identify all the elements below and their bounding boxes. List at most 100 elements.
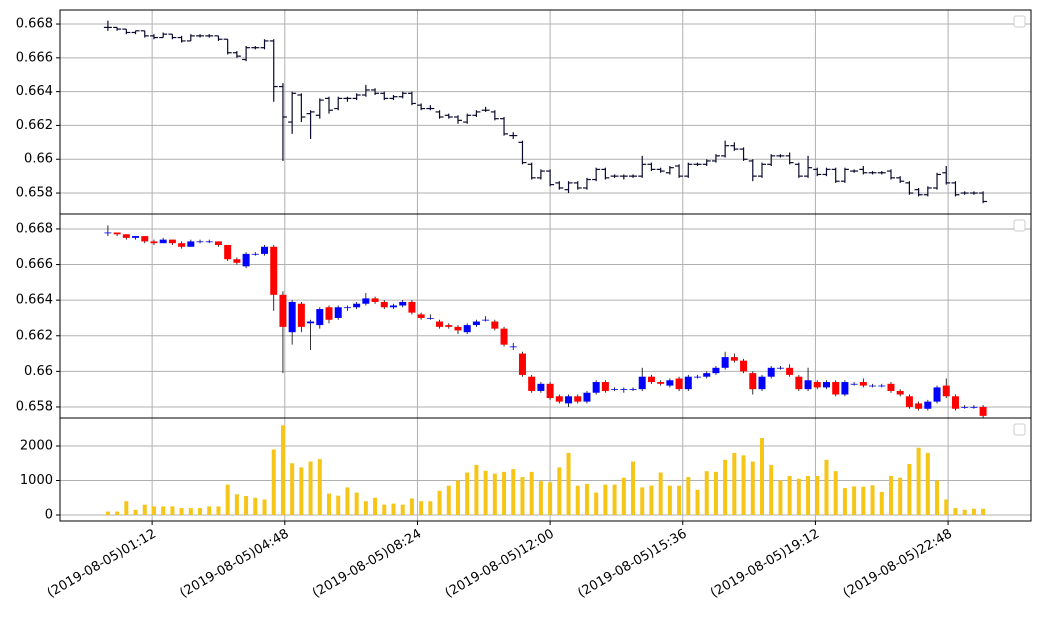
volume-bar xyxy=(179,508,184,515)
candle-body xyxy=(887,383,895,391)
x-tick-label: (2019-08-05)08:24 xyxy=(310,527,424,602)
candle-body xyxy=(657,382,665,384)
candle-body xyxy=(371,298,379,302)
y-tick-label: 0.658 xyxy=(16,186,53,201)
candle-body xyxy=(316,309,324,326)
volume-bar xyxy=(105,511,110,515)
candle-body xyxy=(122,234,130,238)
candle-body xyxy=(261,246,269,254)
candle-body xyxy=(132,236,140,238)
candle-body xyxy=(832,382,840,395)
candle-body xyxy=(611,389,619,390)
legend-box xyxy=(1013,15,1026,28)
volume-bar xyxy=(925,452,930,515)
volume-bar xyxy=(907,463,912,515)
candle-body xyxy=(242,253,250,267)
candle-body xyxy=(168,239,176,244)
candle-body xyxy=(896,390,904,395)
candle-body xyxy=(804,380,812,390)
volume-bar xyxy=(492,473,497,515)
candle-body xyxy=(537,383,545,391)
volume-bar xyxy=(971,508,976,515)
candle-body xyxy=(740,360,748,372)
candle-body xyxy=(675,378,683,390)
y-tick-label: 0.666 xyxy=(16,257,53,272)
x-tick-label: (2019-08-05)01:12 xyxy=(45,527,159,602)
volume-bar xyxy=(391,503,396,515)
candle-body xyxy=(288,301,296,333)
legend-box xyxy=(1013,219,1026,232)
volume-bar xyxy=(695,489,700,515)
volume-bar xyxy=(713,471,718,515)
volume-bar xyxy=(161,506,166,515)
candle-body xyxy=(712,367,720,374)
candle-body xyxy=(841,382,849,395)
volume-bar xyxy=(151,506,156,515)
panel-frame xyxy=(59,9,1032,215)
volume-bar xyxy=(584,483,589,515)
legend-box xyxy=(1013,423,1026,436)
candle-body xyxy=(703,373,711,377)
volume-bar xyxy=(115,511,120,515)
candle-body xyxy=(150,241,158,244)
volume-bar xyxy=(253,497,258,515)
candle-body xyxy=(491,321,499,329)
volume-bar xyxy=(142,504,147,515)
volume-bar xyxy=(566,452,571,515)
candle-body xyxy=(279,294,287,327)
candle-body xyxy=(942,385,950,397)
candle-body xyxy=(813,382,821,388)
y-tick-label: 0.662 xyxy=(16,118,53,133)
volume-bar xyxy=(741,455,746,515)
x-tick-label: (2019-08-05)12:00 xyxy=(443,527,557,602)
volume-bar xyxy=(769,464,774,515)
volume-bar xyxy=(124,501,129,515)
volume-bar xyxy=(225,484,230,515)
candle-body xyxy=(380,301,388,308)
y-tick-label: 0.662 xyxy=(16,328,53,343)
volume-bar xyxy=(419,501,424,515)
volume-bar xyxy=(824,459,829,515)
candle-body xyxy=(224,244,232,260)
candle-body xyxy=(859,382,867,386)
candle-body xyxy=(417,314,425,318)
candle-body xyxy=(343,307,351,309)
volume-bar xyxy=(336,495,341,515)
volume-bar xyxy=(842,488,847,515)
y-tick-label: 0.66 xyxy=(24,152,53,167)
candle-body xyxy=(233,259,241,263)
candle-body xyxy=(565,396,573,404)
volume-bar xyxy=(511,469,516,515)
candle-body xyxy=(970,406,978,408)
candle-body xyxy=(915,403,923,409)
candle-body xyxy=(104,232,112,234)
volume-bar xyxy=(428,501,433,515)
candle-body xyxy=(776,367,784,369)
volume-bar xyxy=(879,491,884,515)
volume-bar xyxy=(677,485,682,515)
volume-bar xyxy=(244,496,249,515)
volume-bar xyxy=(409,498,414,515)
candle-body xyxy=(721,357,729,368)
x-tick-label: (2019-08-05)22:48 xyxy=(841,527,955,602)
volume-bar xyxy=(870,485,875,515)
candle-body xyxy=(482,319,490,321)
volume-bar xyxy=(133,509,138,515)
candle-body xyxy=(629,389,637,390)
candle-body xyxy=(601,382,609,391)
volume-bar xyxy=(354,492,359,515)
candle-body xyxy=(979,406,987,416)
candle-body xyxy=(178,243,186,247)
volume-bar xyxy=(778,480,783,515)
volume-bar xyxy=(594,492,599,515)
candle-body xyxy=(758,376,766,390)
volume-bar xyxy=(732,452,737,515)
volume-bar xyxy=(548,482,553,515)
candle-body xyxy=(399,301,407,306)
volume-bar xyxy=(704,471,709,515)
y-tick-label: 0.668 xyxy=(16,221,53,236)
volume-bar xyxy=(520,477,525,515)
candle-body xyxy=(767,367,775,377)
volume-bar xyxy=(271,449,276,515)
volume-bar xyxy=(327,493,332,515)
